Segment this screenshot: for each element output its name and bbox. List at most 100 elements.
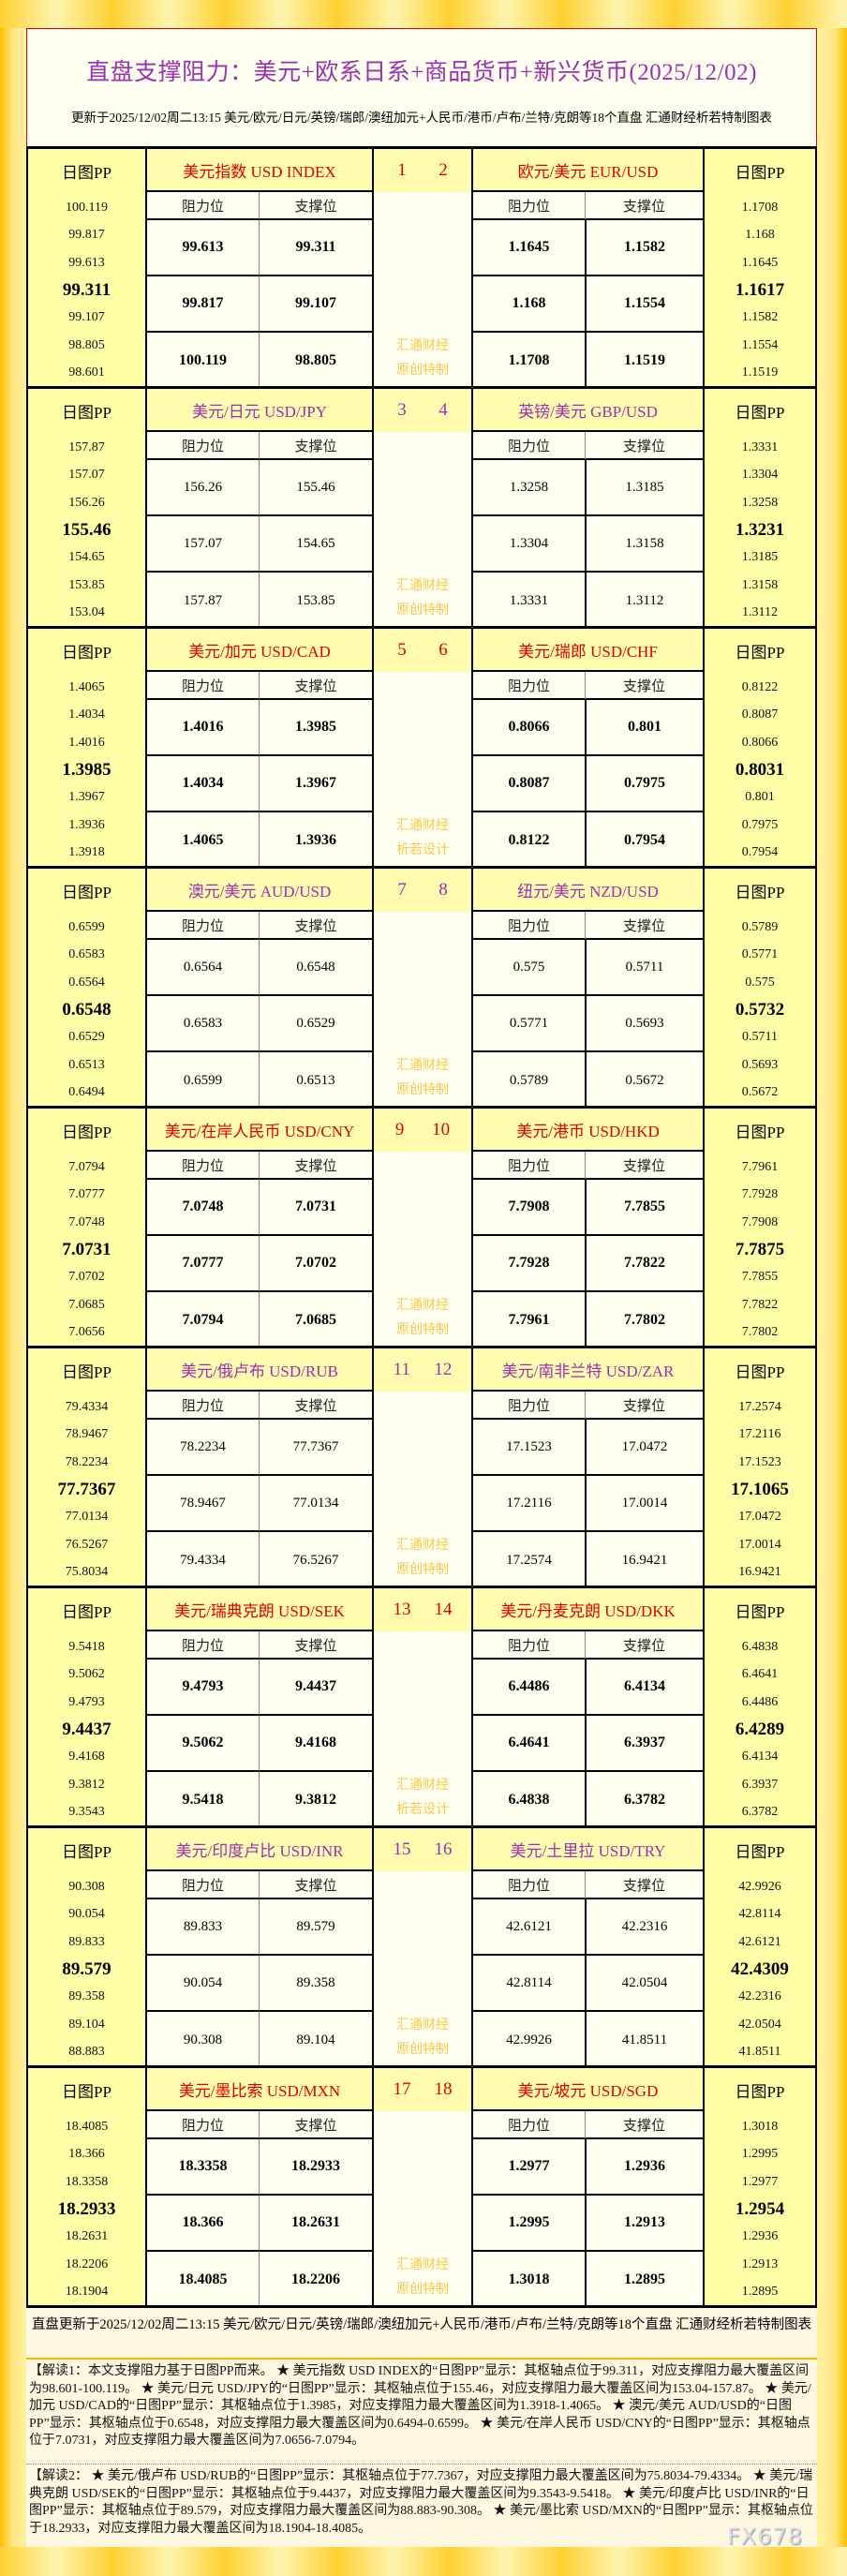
resistance-value: 1.1708 — [471, 333, 585, 389]
pair-title-right: 美元/瑞郎 USD/CHF — [471, 629, 703, 672]
pp-level-value: 17.2116 — [738, 1427, 781, 1442]
pair-block: 日图PP 澳元/美元 AUD/USD 7 8 纽元/美元 NZD/USD 日图PP 0.65… — [26, 866, 817, 1109]
pair-title-right: 美元/土里拉 USD/TRY — [471, 1828, 703, 1871]
pp-level-value: 1.1708 — [741, 200, 779, 215]
pivot-point-value: 17.1065 — [731, 1479, 789, 1499]
pp-level-value: 1.3258 — [741, 495, 779, 510]
support-value: 77.0134 — [259, 1476, 372, 1532]
pivot-point-value: 1.3231 — [735, 519, 785, 540]
support-header: 支撑位 — [585, 192, 703, 220]
resistance-header: 阻力位 — [145, 672, 259, 700]
pp-level-value: 0.5771 — [741, 947, 779, 962]
pp-level-value: 78.9467 — [65, 1427, 109, 1442]
pp-level-value: 6.4486 — [741, 1694, 779, 1709]
pp-level-value: 17.1523 — [738, 1454, 781, 1469]
pp-level-value: 6.3937 — [741, 1777, 779, 1792]
pivot-point-value: 42.4309 — [731, 1958, 789, 1979]
pp-level-value: 42.0504 — [738, 2017, 781, 2032]
pp-level-value: 1.1582 — [741, 310, 779, 325]
resistance-value: 42.6121 — [471, 1899, 585, 1956]
support-value: 89.104 — [259, 2012, 372, 2068]
pair-number-left: 7 — [397, 880, 407, 900]
pp-level-value: 98.805 — [68, 337, 105, 352]
support-value: 0.6513 — [259, 1052, 372, 1109]
support-value: 6.3937 — [585, 1716, 703, 1772]
pp-level-value: 7.0656 — [68, 1325, 105, 1340]
resistance-value: 1.3331 — [471, 573, 585, 629]
resistance-value: 1.1645 — [471, 220, 585, 276]
pp-level-value: 41.8511 — [738, 2045, 781, 2060]
pp-level-value: 90.308 — [68, 1879, 105, 1894]
pair-block: 日图PP 美元/日元 USD/JPY 3 4 英镑/美元 GBP/USD 日图PP 157.… — [26, 386, 817, 629]
support-value: 7.7855 — [585, 1180, 703, 1236]
page-title: 直盘支撑阻力：美元+欧系日系+商品货币+新兴货币(2025/12/02) — [86, 60, 757, 85]
pair-title-right: 美元/港币 USD/HKD — [471, 1109, 703, 1152]
watermark-line-1: 汇通财经 — [396, 2258, 449, 2272]
pp-level-value: 9.3543 — [68, 1805, 105, 1820]
pivot-point-value: 1.1617 — [735, 279, 785, 300]
pivot-point-value: 155.46 — [62, 519, 111, 540]
pp-level-value: 18.2631 — [65, 2229, 109, 2244]
pp-header-right: 日图PP — [703, 1348, 817, 1392]
watermark-line-2: 析若设计 — [396, 1803, 449, 1817]
pair-block: 日图PP 美元/加元 USD/CAD 5 6 美元/瑞郎 USD/CHF 日图PP 1.40… — [26, 626, 817, 869]
resistance-value: 6.4838 — [471, 1772, 585, 1828]
pp-level-value: 7.0748 — [68, 1214, 105, 1229]
pp-level-value: 18.366 — [68, 2147, 105, 2162]
resistance-value: 9.4793 — [145, 1660, 259, 1716]
pivot-point-value: 6.4289 — [735, 1719, 785, 1739]
pair-number-right: 14 — [434, 1600, 453, 1619]
pp-level-value: 153.85 — [68, 577, 105, 592]
pivot-point-value: 0.8031 — [735, 759, 785, 780]
pp-header-right: 日图PP — [703, 149, 817, 192]
resistance-value: 42.9926 — [471, 2012, 585, 2068]
resistance-value: 18.3358 — [145, 2139, 259, 2196]
resistance-header: 阻力位 — [471, 1871, 585, 1899]
title-box: 直盘支撑阻力：美元+欧系日系+商品货币+新兴货币(2025/12/02) 更新于… — [26, 28, 817, 146]
pivot-point-value: 18.2933 — [57, 2198, 116, 2219]
pair-number-left: 3 — [397, 400, 407, 420]
watermark: 汇通财经 析若设计 — [372, 672, 471, 869]
resistance-value: 9.5418 — [145, 1772, 259, 1828]
support-value: 7.7802 — [585, 1292, 703, 1348]
support-value: 16.9421 — [585, 1532, 703, 1588]
pp-level-value: 88.883 — [68, 2045, 105, 2060]
support-value: 18.2933 — [259, 2139, 372, 2196]
pp-level-value: 6.3782 — [741, 1805, 779, 1820]
pp-column-right: 0.8122 0.8087 0.8066 0.8031 0.801 0.7975 0.795… — [703, 672, 817, 869]
pair-number-left: 17 — [393, 2079, 411, 2099]
pivot-point-value: 1.3985 — [62, 759, 111, 780]
pp-level-value: 1.3936 — [68, 817, 105, 832]
resistance-header: 阻力位 — [471, 912, 585, 940]
pivot-point-value: 7.0731 — [62, 1239, 111, 1259]
resistance-value: 1.4065 — [145, 812, 259, 869]
support-value: 0.5693 — [585, 996, 703, 1052]
pp-level-value: 1.4034 — [68, 707, 105, 722]
support-value: 77.7367 — [259, 1420, 372, 1476]
watermark: 汇通财经 析若设计 — [372, 1631, 471, 1828]
resistance-header: 阻力位 — [471, 1631, 585, 1660]
watermark-line-2: 原创特制 — [396, 2043, 449, 2057]
support-value: 1.3967 — [259, 756, 372, 812]
pp-level-value: 6.4134 — [741, 1750, 779, 1764]
pair-title-left: 澳元/美元 AUD/USD — [145, 869, 372, 912]
resistance-value: 1.4034 — [145, 756, 259, 812]
support-value: 0.5672 — [585, 1052, 703, 1109]
pp-level-value: 18.2206 — [65, 2256, 109, 2271]
resistance-value: 7.7908 — [471, 1180, 585, 1236]
watermark: 汇通财经 原创特制 — [372, 1871, 471, 2068]
resistance-value: 1.3304 — [471, 516, 585, 573]
pp-level-value: 0.5711 — [742, 1030, 778, 1045]
support-value: 9.4168 — [259, 1716, 372, 1772]
pp-level-value: 7.7822 — [741, 1297, 779, 1312]
resistance-value: 0.5789 — [471, 1052, 585, 1109]
pair-block: 日图PP 美元/墨比索 USD/MXN 17 18 美元/坡元 USD/SGD 日图PP 1… — [26, 2065, 817, 2308]
pp-column-right: 1.3331 1.3304 1.3258 1.3231 1.3185 1.3158 1.31… — [703, 432, 817, 629]
fx678-logo: FX678 — [727, 2524, 804, 2550]
resistance-header: 阻力位 — [471, 432, 585, 460]
interpretation-1: 【解读1：本文支撑阻力基于日图PP而来。 ★ 美元指数 USD INDEX的“日… — [26, 2358, 817, 2464]
pp-column-right: 6.4838 6.4641 6.4486 6.4289 6.4134 6.3937 6.37… — [703, 1631, 817, 1828]
pp-level-value: 1.168 — [745, 228, 775, 243]
watermark: 汇通财经 原创特制 — [372, 432, 471, 629]
